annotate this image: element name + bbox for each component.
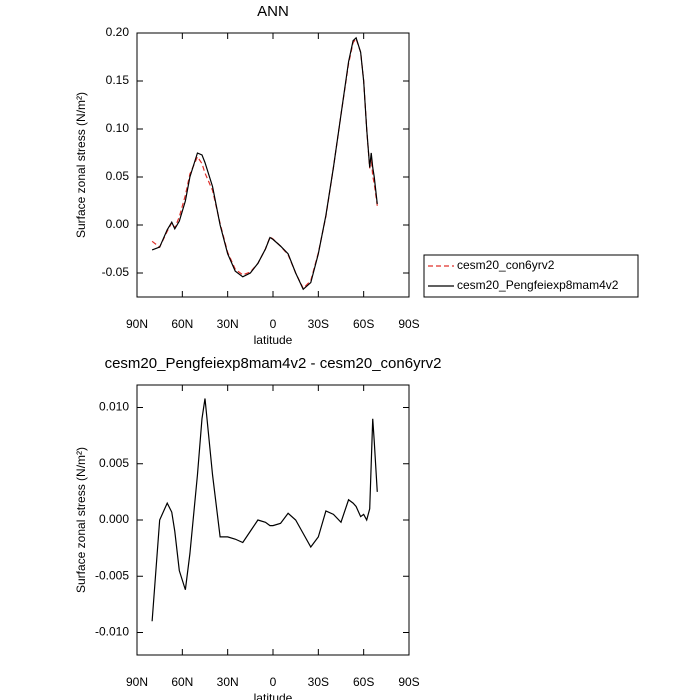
x-tick-label: 90S <box>398 317 419 331</box>
series-line <box>151 398 378 622</box>
x-tick-label: 90N <box>126 675 148 689</box>
y-tick-label: 0.10 <box>106 121 130 135</box>
y-tick-label: -0.010 <box>95 625 129 639</box>
y-tick-label: 0.05 <box>106 169 130 183</box>
legend-label: cesm20_con6yrv2 <box>457 258 555 272</box>
x-tick-label: 30N <box>217 317 239 331</box>
plot-frame <box>136 32 410 298</box>
x-tick-label: 90N <box>126 317 148 331</box>
x-tick-label: 0 <box>270 317 277 331</box>
x-tick-label: 60N <box>171 317 193 331</box>
y-axis-label: Surface zonal stress (N/m²) <box>74 447 88 593</box>
x-tick-label: 0 <box>270 675 277 689</box>
y-tick-label: 0.005 <box>99 456 129 470</box>
y-tick-label: -0.005 <box>95 568 129 582</box>
x-tick-label: 30S <box>308 675 329 689</box>
chart-title: ANN <box>257 3 289 20</box>
y-tick-label: 0.00 <box>106 217 130 231</box>
x-tick-label: 90S <box>398 675 419 689</box>
y-tick-label: 0.010 <box>99 400 129 414</box>
legend-label: cesm20_Pengfeiexp8mam4v2 <box>457 278 619 292</box>
y-tick-label: 0.000 <box>99 512 129 526</box>
y-tick-label: 0.20 <box>106 25 130 39</box>
x-axis-label: latitude <box>254 691 293 700</box>
x-tick-label: 30S <box>308 317 329 331</box>
x-tick-label: 30N <box>217 675 239 689</box>
plot-frame <box>136 384 410 656</box>
series-line <box>151 36 378 291</box>
x-tick-label: 60S <box>353 317 374 331</box>
chart-title: cesm20_Pengfeiexp8mam4v2 - cesm20_con6yr… <box>105 355 442 372</box>
y-axis-label: Surface zonal stress (N/m²) <box>74 92 88 238</box>
y-tick-label: -0.05 <box>102 265 130 279</box>
x-axis-label: latitude <box>254 333 293 347</box>
x-tick-label: 60N <box>171 675 193 689</box>
legend-box <box>423 254 639 298</box>
y-tick-label: 0.15 <box>106 73 130 87</box>
x-tick-label: 60S <box>353 675 374 689</box>
